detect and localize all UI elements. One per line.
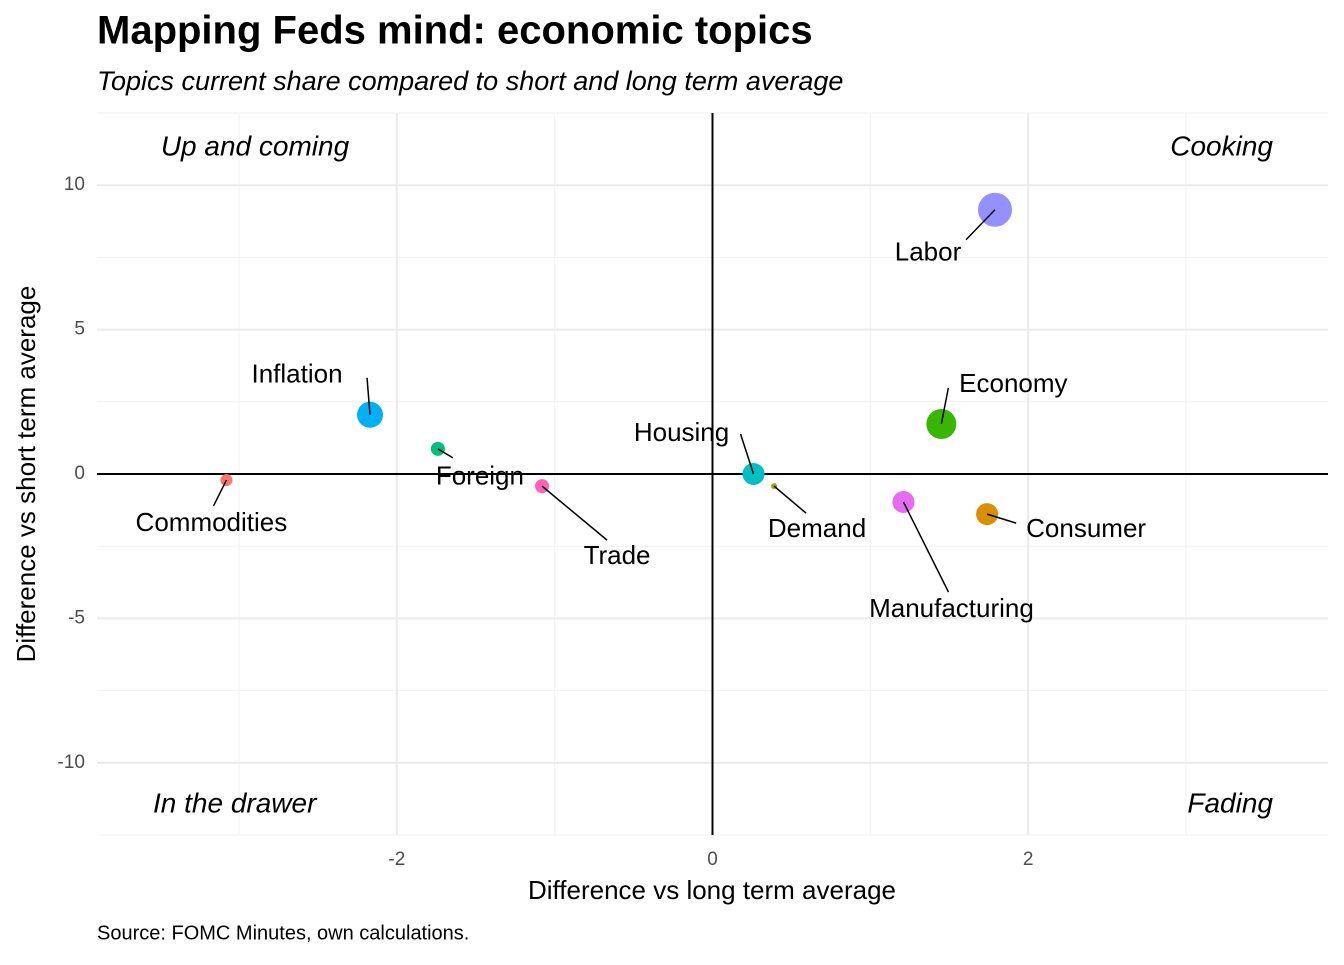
point-label: Labor xyxy=(895,237,962,267)
label-leader xyxy=(437,448,454,459)
x-tick-label: -2 xyxy=(388,849,405,870)
x-axis-title: Difference vs long term average xyxy=(528,875,896,905)
point-label: Manufacturing xyxy=(869,593,1034,623)
quadrant-label: Fading xyxy=(1187,787,1273,818)
label-leader xyxy=(773,485,807,514)
point-label: Trade xyxy=(584,540,651,570)
label-leader xyxy=(940,387,950,425)
caption: Source: FOMC Minutes, own calculations. xyxy=(97,922,469,944)
y-tick-label: 5 xyxy=(74,319,85,340)
label-leader xyxy=(541,485,608,541)
point-label: Foreign xyxy=(436,461,524,491)
quadrant-label: Up and coming xyxy=(161,130,350,161)
label-leader xyxy=(986,513,1017,524)
y-tick-label: -10 xyxy=(58,752,85,773)
point-label: Inflation xyxy=(251,359,342,389)
point-label: Demand xyxy=(768,513,866,543)
label-leader xyxy=(212,479,228,507)
point-label: Economy xyxy=(959,368,1067,398)
y-axis-title: Difference vs short term average xyxy=(11,286,41,663)
x-tick-label: 0 xyxy=(707,849,718,870)
label-leader xyxy=(965,209,996,241)
y-tick-label: 0 xyxy=(74,463,85,484)
label-leader xyxy=(902,501,950,593)
x-tick-label: 2 xyxy=(1023,849,1034,870)
label-leader xyxy=(366,377,371,415)
quadrant-label: In the drawer xyxy=(153,787,318,818)
y-tick-label: 10 xyxy=(64,174,85,195)
point-label: Commodities xyxy=(136,507,288,537)
chart-title: Mapping Feds mind: economic topics xyxy=(97,9,813,53)
chart-subtitle: Topics current share compared to short a… xyxy=(97,66,843,96)
point-label: Housing xyxy=(634,417,729,447)
label-leader xyxy=(739,433,755,475)
quadrant-label: Cooking xyxy=(1170,130,1273,161)
point-label: Consumer xyxy=(1026,513,1146,543)
y-tick-label: -5 xyxy=(68,607,85,628)
